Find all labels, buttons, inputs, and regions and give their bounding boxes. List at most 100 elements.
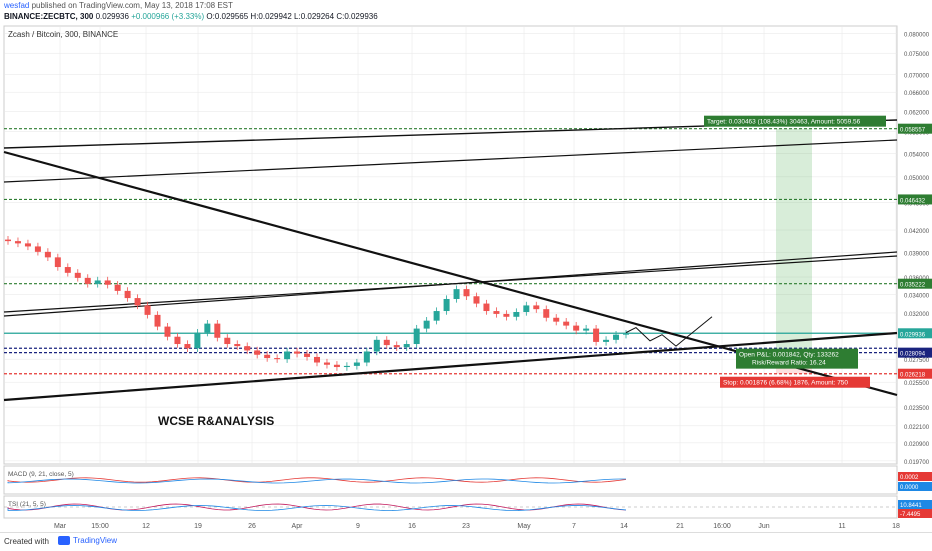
tsi-tag-bg-2 — [898, 509, 932, 518]
price-tick: 0.070000 — [904, 73, 930, 79]
price-tick: 0.042000 — [904, 229, 930, 235]
price-tick: 0.066000 — [904, 91, 930, 97]
candle-body — [563, 321, 570, 326]
candle-body — [294, 351, 301, 354]
candle-body — [383, 339, 390, 346]
tradingview-brand[interactable]: TradingView — [58, 536, 117, 545]
candle-body — [24, 243, 31, 247]
candle-body — [204, 323, 211, 333]
time-tick: 23 — [462, 523, 470, 530]
candle-body — [593, 328, 600, 342]
candle-body — [134, 298, 141, 306]
close-value: C:0.029936 — [336, 12, 378, 21]
level-tag: 0.046432 — [900, 198, 926, 204]
candle-body — [323, 362, 330, 365]
candle-body — [433, 311, 440, 321]
candle-body — [333, 364, 340, 368]
price-tick: 0.080000 — [904, 33, 930, 39]
candle-body — [194, 332, 201, 349]
candle-body — [214, 323, 221, 338]
candle-body — [533, 305, 540, 310]
price-tick: 0.032000 — [904, 312, 930, 318]
tsi-title: TSI (21, 5, 5) — [8, 501, 46, 508]
candle-body — [184, 344, 191, 349]
candle-body — [583, 328, 590, 331]
candle-body — [473, 296, 480, 304]
price-tick: 0.062000 — [904, 110, 930, 116]
trend-line — [3, 255, 898, 313]
time-tick: Jun — [758, 523, 769, 530]
macd-tag-bg — [898, 472, 932, 481]
macd-tag-bg-2 — [898, 482, 932, 491]
candle-body — [14, 241, 21, 244]
analysis-annotation: WCSE R&ANALYSIS — [158, 414, 274, 428]
candle-body — [413, 328, 420, 345]
candle-body — [353, 362, 360, 366]
price-tick: 0.020900 — [904, 442, 930, 448]
price-tick: 0.034000 — [904, 293, 930, 299]
candle-body — [373, 339, 380, 352]
candle-body — [423, 320, 430, 329]
time-tick: 12 — [142, 523, 150, 530]
candle-body — [543, 309, 550, 318]
pane-title: Zcash / Bitcoin, 300, BINANCE — [8, 30, 119, 39]
price-tick: 0.022100 — [904, 425, 930, 431]
level-tag-bg — [898, 368, 932, 379]
created-with: Created with — [4, 537, 49, 546]
publish-info: wesfad published on TradingView.com, May… — [4, 1, 233, 10]
stop-label-bg — [720, 376, 870, 388]
candle-body — [44, 251, 51, 258]
price-tick: 0.054000 — [904, 152, 930, 158]
candle-body — [523, 305, 530, 313]
time-tick: 16 — [408, 523, 416, 530]
candle-body — [393, 345, 400, 348]
time-tick: Apr — [292, 523, 304, 530]
level-tag-bg — [898, 328, 932, 339]
macd-signal — [7, 478, 627, 484]
footer: Created with TradingView — [0, 532, 932, 551]
projection-path — [625, 316, 713, 347]
level-tag-bg — [898, 278, 932, 289]
macd-title: MACD (9, 21, close, 5) — [8, 471, 74, 478]
level-tag-bg — [898, 194, 932, 205]
time-tick: 19 — [194, 523, 202, 530]
candle-body — [244, 346, 251, 351]
tsi-value-1: 10.8441 — [900, 503, 922, 509]
low-value: L:0.029264 — [294, 12, 335, 21]
candle-body — [363, 351, 370, 363]
target-label-bg — [704, 115, 886, 127]
macd-value-2: 0.0000 — [900, 485, 919, 491]
price-tick: 0.075000 — [904, 52, 930, 58]
level-tag-bg — [898, 347, 932, 358]
level-tag: 0.035222 — [900, 283, 926, 289]
candle-body — [603, 339, 610, 342]
time-tick: 21 — [676, 523, 684, 530]
target-label: Target: 0.030463 (108.43%) 30463, Amount… — [707, 119, 861, 126]
trend-line — [3, 139, 898, 183]
candle-body — [5, 239, 11, 242]
time-tick: May — [517, 523, 531, 530]
level-tag: 0.026218 — [900, 373, 926, 379]
price-tick: 0.023500 — [904, 406, 930, 412]
open-value: O:0.029565 — [206, 12, 249, 21]
candle-body — [503, 313, 510, 317]
author-link[interactable]: wesfad — [4, 1, 30, 10]
time-tick: 14 — [620, 523, 628, 530]
level-tag: 0.029936 — [900, 332, 926, 338]
tradingview-logo-icon — [58, 536, 70, 545]
level-tag-bg — [898, 123, 932, 134]
candle-body — [234, 344, 241, 347]
candle-body — [264, 354, 271, 359]
time-tick: 16:00 — [713, 523, 731, 530]
target-zone — [776, 128, 812, 353]
candle-body — [64, 267, 71, 273]
candle-body — [453, 289, 460, 299]
symbol-ohlc: BINANCE:ZECBTC, 300 0.029936 +0.000966 (… — [4, 12, 378, 21]
level-tag: 0.058557 — [900, 128, 926, 134]
change: +0.000966 (+3.33%) — [131, 12, 205, 21]
macd-line — [7, 477, 627, 483]
candle-body — [513, 312, 520, 317]
time-tick: 7 — [572, 523, 576, 530]
candle-body — [483, 303, 490, 312]
